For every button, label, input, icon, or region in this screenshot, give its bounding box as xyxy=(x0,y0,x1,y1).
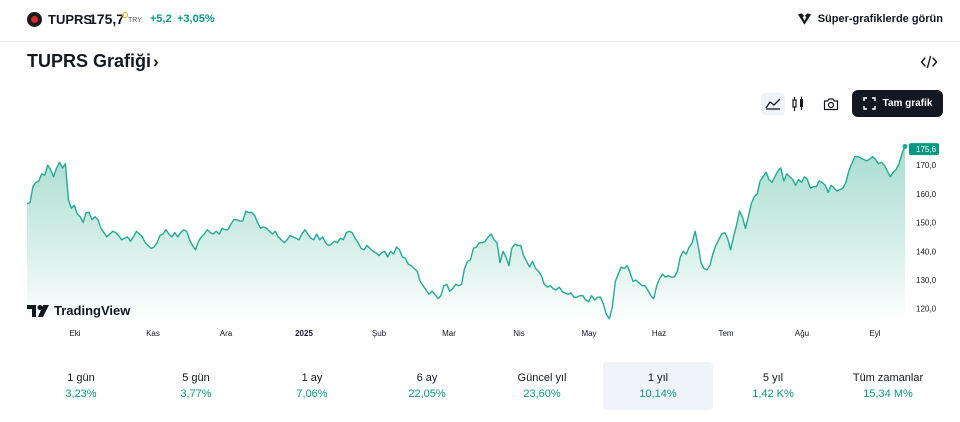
symbol-change: +5,2 xyxy=(150,13,172,25)
period-5[interactable]: 1 yıl 10,14% xyxy=(603,362,713,410)
period-label: 6 ay xyxy=(416,372,438,384)
tradingview-branding[interactable]: TradingView xyxy=(27,303,130,318)
period-6[interactable]: 5 yıl 1,42 K% xyxy=(718,362,828,410)
x-axis-tick-label: 2025 xyxy=(295,329,313,338)
super-charts-link[interactable]: Süper-grafiklerde görün xyxy=(797,12,943,26)
symbol-price: 175,7 xyxy=(89,11,125,27)
area-chart-type-button[interactable] xyxy=(761,93,785,115)
period-change-value: 10,14% xyxy=(639,388,677,400)
y-axis-tick-label: 150,0 xyxy=(916,219,937,228)
x-axis-tick-label: Haz xyxy=(652,329,666,338)
x-axis-tick-label: May xyxy=(581,329,596,338)
last-value-badge xyxy=(909,143,939,156)
symbol-name: TUPRS xyxy=(48,12,93,27)
chart-title: TUPRS Grafiği xyxy=(27,51,152,71)
screenshot-button[interactable] xyxy=(819,93,843,115)
y-axis-tick-label: 160,0 xyxy=(916,190,937,199)
y-axis-tick-label: 130,0 xyxy=(916,276,937,285)
period-7[interactable]: Tüm zamanlar 15,34 M% xyxy=(833,362,943,410)
x-axis-tick-label: Nis xyxy=(513,329,525,338)
period-change-value: 15,34 M% xyxy=(863,388,913,400)
period-2[interactable]: 1 ay 7,06% xyxy=(257,362,367,410)
market-status-icon xyxy=(122,12,128,18)
period-change-value: 22,05% xyxy=(408,388,446,400)
chart-title-link[interactable]: TUPRS Grafiği › xyxy=(27,51,159,72)
super-charts-label: Süper-grafiklerde görün xyxy=(817,13,943,25)
symbol-currency: TRY xyxy=(128,17,142,24)
embed-code-icon[interactable] xyxy=(920,54,938,70)
period-0[interactable]: 1 gün 3,23% xyxy=(26,362,136,410)
last-price-dot xyxy=(902,144,908,150)
period-label: 1 gün xyxy=(67,372,95,384)
period-1[interactable]: 5 gün 3,77% xyxy=(141,362,251,410)
x-axis-tick-label: Mar xyxy=(442,329,456,338)
performance-periods: 1 gün 3,23% 5 gün 3,77% 1 ay 7,06% 6 ay 22,05% G… xyxy=(26,362,936,410)
period-change-value: 7,06% xyxy=(296,388,328,400)
candlestick-icon xyxy=(792,96,803,111)
period-label: 5 yıl xyxy=(762,372,784,384)
candles-chart-type-button[interactable] xyxy=(786,93,810,115)
x-axis-tick-label: Tem xyxy=(718,329,733,338)
symbol-header: TUPRS 175,7 TRY +5,2 +3,05% Süper-grafik… xyxy=(0,0,960,42)
price-area-fill xyxy=(27,146,905,323)
tradingview-wordmark: TradingView xyxy=(54,303,131,318)
chevron-right-icon: › xyxy=(153,52,159,71)
x-axis-tick-label: Ağu xyxy=(795,329,809,338)
period-label: Tüm zamanlar xyxy=(852,372,924,384)
tradingview-logo-icon xyxy=(27,304,49,317)
period-change-value: 3,77% xyxy=(180,388,212,400)
x-axis-tick-label: Kas xyxy=(146,329,160,338)
period-4[interactable]: Güncel yıl 23,60% xyxy=(487,362,597,410)
supercharts-icon xyxy=(797,13,811,25)
area-chart-icon xyxy=(765,98,781,110)
period-label: 1 ay xyxy=(301,372,323,384)
price-line xyxy=(26,146,906,320)
tupras-logo-icon xyxy=(27,12,42,27)
y-axis-tick-label: 170,0 xyxy=(916,161,937,170)
full-chart-label: Tam grafik xyxy=(882,98,933,109)
camera-icon xyxy=(823,98,839,111)
price-chart[interactable]: 170,0 160,0 150,0 140,0 130,0 120,0 175,6 Eki Ka… xyxy=(0,125,960,345)
x-axis-tick-label: Ara xyxy=(220,329,233,338)
y-axis-tick-label: 120,0 xyxy=(916,305,937,314)
period-label: 5 gün xyxy=(182,372,210,384)
period-label: Güncel yıl xyxy=(517,372,567,384)
x-axis-tick-label: Eyl xyxy=(869,329,880,338)
full-chart-button[interactable]: Tam grafik xyxy=(852,90,943,117)
period-change-value: 23,60% xyxy=(523,388,561,400)
period-change-value: 1,42 K% xyxy=(752,388,794,400)
x-axis-tick-label: Eki xyxy=(69,329,80,338)
symbol-change-percent: +3,05% xyxy=(177,13,215,25)
x-axis-tick-label: Şub xyxy=(372,329,387,338)
y-axis-tick-label: 140,0 xyxy=(916,247,937,256)
last-value-label: 175,6 xyxy=(916,145,937,154)
fullscreen-icon xyxy=(862,97,876,110)
period-change-value: 3,23% xyxy=(65,388,97,400)
period-label: 1 yıl xyxy=(647,372,669,384)
period-3[interactable]: 6 ay 22,05% xyxy=(372,362,482,410)
